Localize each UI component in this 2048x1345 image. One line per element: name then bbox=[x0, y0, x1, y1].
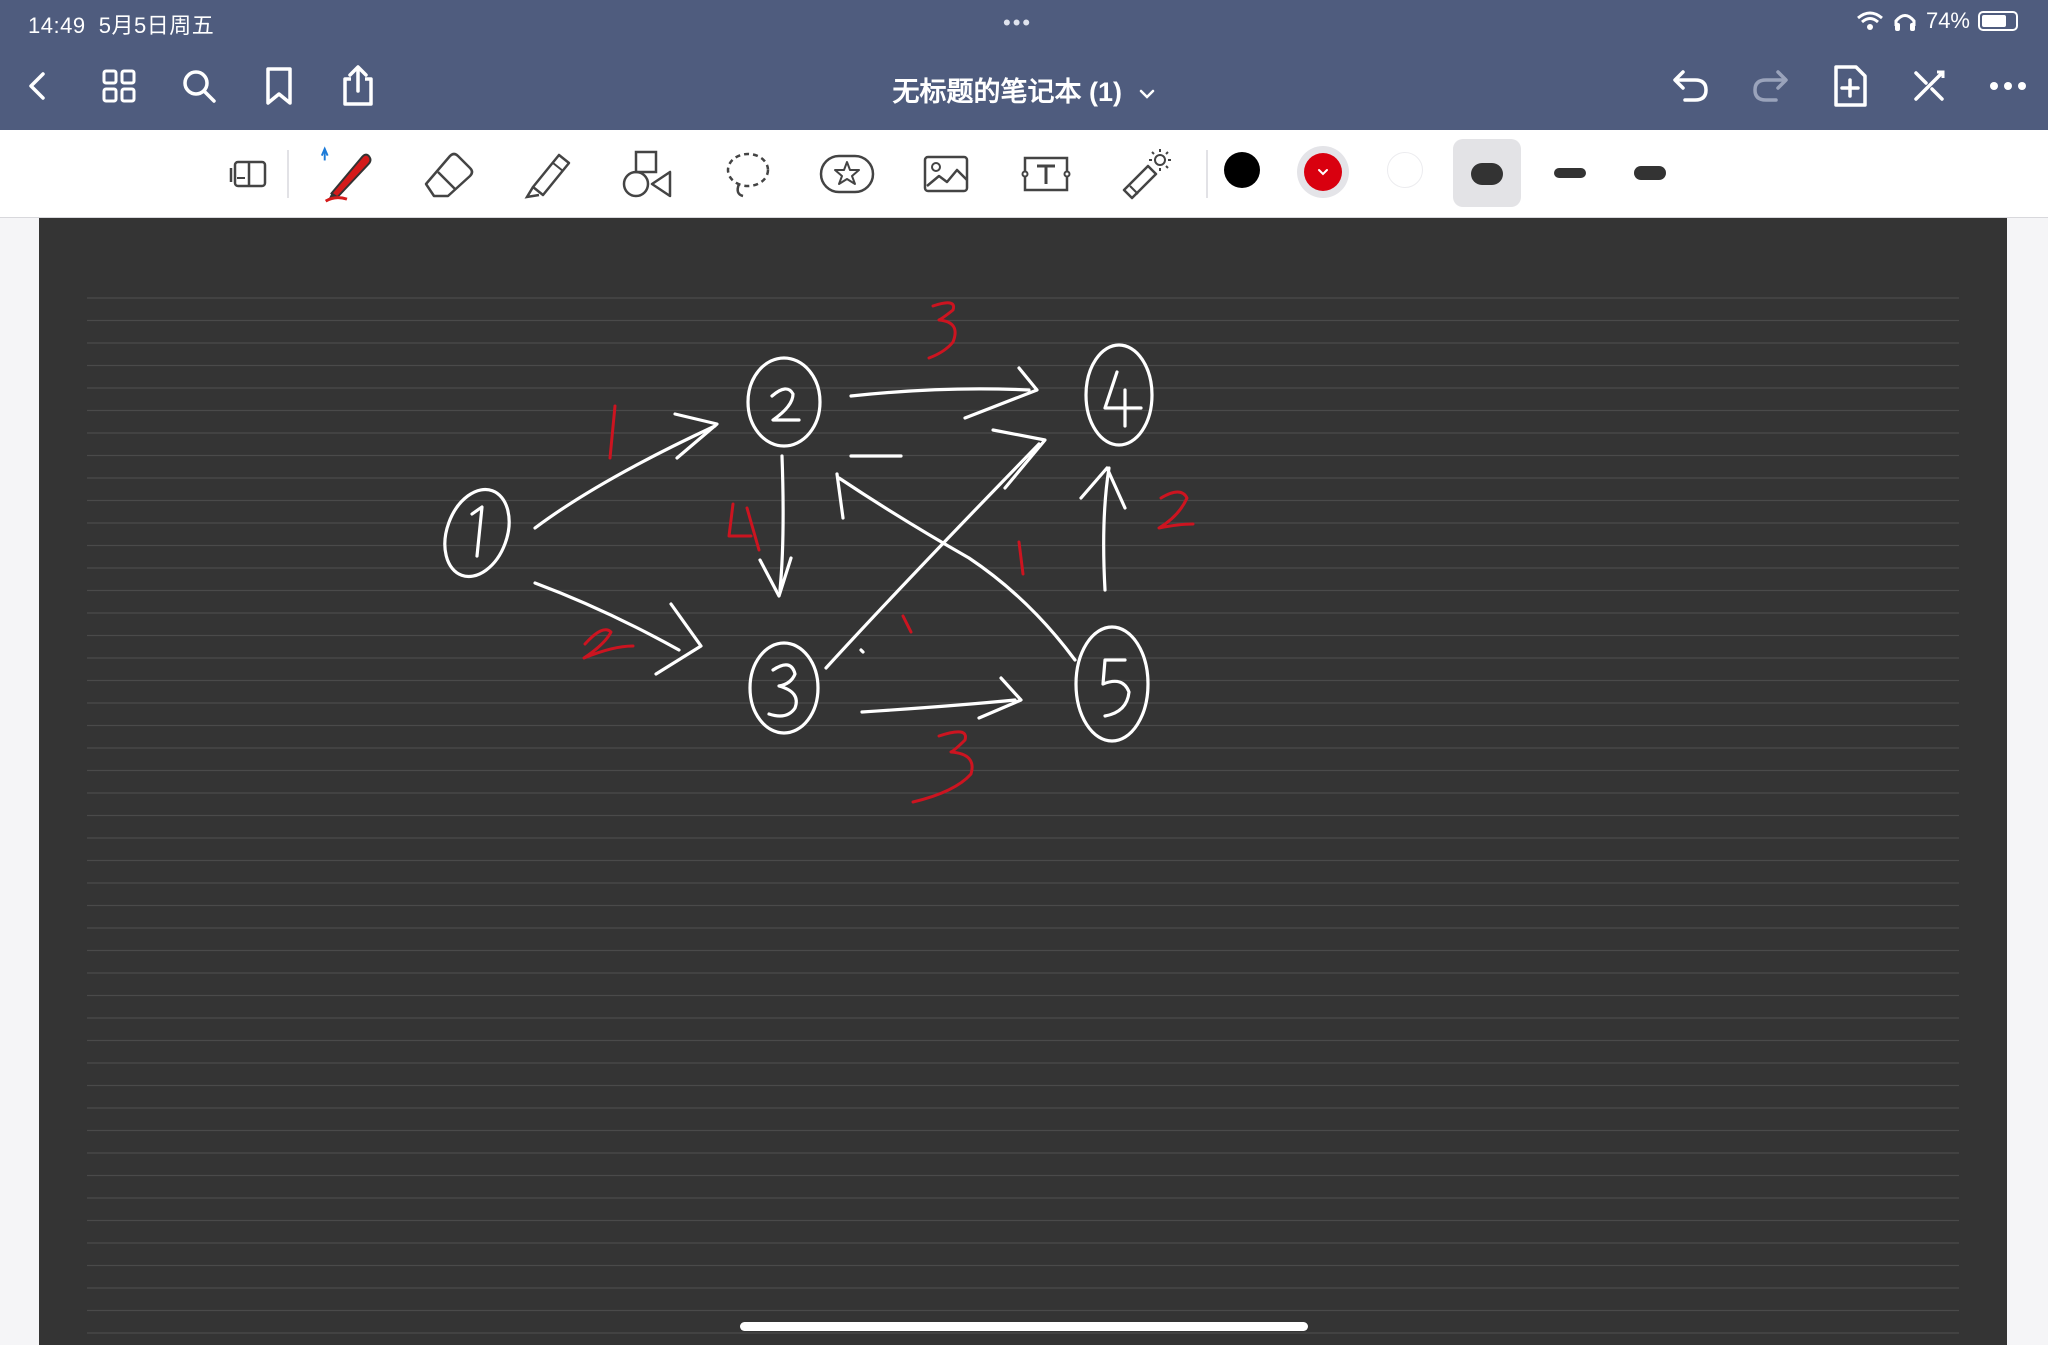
multitasking-dots[interactable]: ••• bbox=[1003, 10, 1033, 35]
weight-3-to-5 bbox=[911, 730, 974, 804]
graph-drawing bbox=[443, 343, 1154, 743]
headphones-icon bbox=[1894, 14, 1916, 31]
edge-3-to-5 bbox=[860, 676, 1023, 720]
node-2-circle bbox=[746, 356, 822, 448]
color-swatch-white[interactable] bbox=[1387, 152, 1423, 188]
notebook-title: 无标题的笔记本 (1) bbox=[0, 70, 2048, 109]
edge-2-to-3 bbox=[758, 454, 793, 598]
node-4-digit bbox=[1103, 370, 1143, 428]
edge-1-to-2 bbox=[533, 412, 719, 530]
back-icon[interactable] bbox=[14, 62, 62, 110]
grid-icon[interactable] bbox=[95, 62, 143, 110]
top-bar: 14:49 5月5日周五 ••• 74% 无标题的笔记本 (1) bbox=[0, 0, 2048, 130]
chevron-down-icon bbox=[1139, 89, 1154, 99]
sticker-icon[interactable] bbox=[817, 144, 877, 204]
eraser-icon[interactable] bbox=[418, 144, 478, 204]
node-5-digit bbox=[1101, 658, 1131, 718]
battery-icon bbox=[1978, 11, 2018, 31]
highlighter-icon[interactable] bbox=[517, 144, 577, 204]
toolbar-divider bbox=[1206, 150, 1208, 198]
handwriting-layer bbox=[87, 297, 1959, 1334]
thickness-thin[interactable] bbox=[1554, 168, 1586, 178]
home-indicator[interactable] bbox=[740, 1322, 1308, 1331]
undo-icon[interactable] bbox=[1667, 62, 1715, 110]
node-4-circle bbox=[1084, 343, 1154, 447]
text-icon[interactable] bbox=[1016, 144, 1076, 204]
edge-3-to-4 bbox=[824, 428, 1047, 670]
close-tools-icon[interactable] bbox=[1905, 62, 1953, 110]
edge-weights bbox=[582, 301, 1195, 804]
notebook-title-text: 无标题的笔记本 (1) bbox=[892, 77, 1122, 107]
battery-percent: 74% bbox=[1925, 8, 1970, 33]
search-icon[interactable] bbox=[175, 62, 223, 110]
weight-5-to-2 bbox=[1017, 540, 1025, 576]
image-icon[interactable] bbox=[916, 144, 976, 204]
more-icon[interactable] bbox=[1984, 62, 2032, 110]
share-icon[interactable] bbox=[334, 62, 382, 110]
lasso-icon[interactable] bbox=[718, 144, 778, 204]
status-right: 74% bbox=[1856, 8, 2018, 34]
shapes-icon[interactable] bbox=[617, 144, 677, 204]
node-3-circle bbox=[748, 641, 820, 735]
weight-2-to-4 bbox=[927, 301, 957, 360]
node-1-circle bbox=[443, 487, 511, 579]
edge-1-to-3 bbox=[533, 581, 703, 676]
weight-5-to-4 bbox=[1157, 490, 1195, 530]
node-3-digit bbox=[767, 663, 798, 718]
weight-2-to-3 bbox=[727, 502, 761, 552]
status-date: 5月5日周五 bbox=[98, 13, 215, 38]
weight-3-to-4 bbox=[901, 614, 913, 634]
color-swatch-red-selected[interactable] bbox=[1297, 146, 1349, 198]
stray-dot bbox=[859, 648, 865, 654]
ruled-lines bbox=[87, 297, 1959, 1334]
color-swatch-black[interactable] bbox=[1224, 152, 1260, 188]
node-1-digit bbox=[470, 505, 484, 558]
edge-2-to-4 bbox=[849, 366, 1039, 420]
wifi-icon bbox=[1856, 11, 1883, 30]
status-time: 14:49 5月5日周五 bbox=[28, 13, 215, 38]
drawing-toolbar bbox=[0, 130, 2048, 218]
notebook-page[interactable] bbox=[39, 218, 2007, 1345]
thickness-thick[interactable] bbox=[1471, 163, 1503, 185]
redo-icon[interactable] bbox=[1746, 62, 1794, 110]
thickness-medium[interactable] bbox=[1634, 166, 1666, 180]
chevron-down-icon bbox=[1318, 169, 1328, 176]
page-layout-icon[interactable] bbox=[218, 144, 278, 204]
battery-fill bbox=[1982, 15, 2006, 27]
node-2-digit bbox=[770, 387, 801, 422]
weight-1-to-2 bbox=[608, 404, 617, 460]
toolbar-divider bbox=[287, 150, 289, 198]
add-page-icon[interactable] bbox=[1826, 62, 1874, 110]
bookmark-icon[interactable] bbox=[255, 62, 303, 110]
color-swatch-red bbox=[1304, 153, 1342, 191]
weight-1-to-3 bbox=[582, 628, 635, 660]
edge-5-to-4 bbox=[1079, 466, 1127, 592]
laser-pointer-icon[interactable] bbox=[1116, 144, 1176, 204]
node-5-circle bbox=[1074, 625, 1150, 743]
edge-5-to-2 bbox=[835, 454, 1077, 662]
notebook-title-button[interactable]: 无标题的笔记本 (1) bbox=[892, 77, 1155, 107]
pen-icon[interactable] bbox=[316, 144, 376, 204]
